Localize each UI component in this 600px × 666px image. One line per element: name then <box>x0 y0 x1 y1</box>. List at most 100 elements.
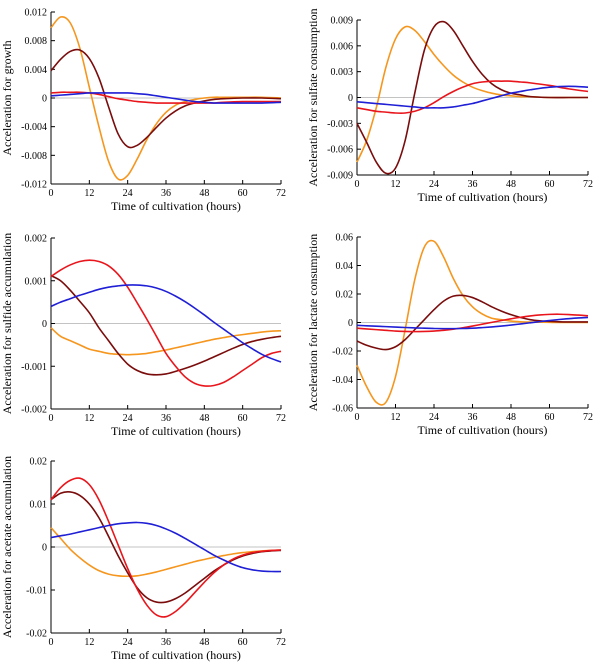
x-tick-label: 0 <box>355 179 360 190</box>
y-tick-label: -0.01 <box>26 586 47 597</box>
y-tick-label: -0.012 <box>21 180 47 191</box>
x-tick-label: 36 <box>468 412 478 423</box>
y-tick-label: -0.003 <box>327 119 353 130</box>
chart-sulfide: 0 12 24 36 48 60 72 -0.002 -0.001 0 0.001 0.002 Time… <box>0 233 286 438</box>
y-tick-label: -0.02 <box>332 347 353 358</box>
y-tick-label: -0.006 <box>327 145 353 156</box>
y-tick-label: -0.002 <box>21 405 47 416</box>
x-tick-label: 48 <box>506 179 516 190</box>
y-tick-label: 0 <box>42 319 47 330</box>
x-tick-label: 72 <box>276 188 286 199</box>
y-tick-label: 0.02 <box>30 457 48 468</box>
series-line-darkred <box>50 491 282 604</box>
chart-acetate: 0 12 24 36 48 60 72 -0.02 -0.01 0 0.01 0.02 Time of … <box>0 456 286 662</box>
series-line-blue <box>50 92 282 104</box>
chart-lactate: 0 12 24 36 48 60 72 -0.06 -0.04 -0.02 0 0.02 0.04 0.0… <box>306 233 593 438</box>
y-tick-label: 0.003 <box>331 67 354 78</box>
series-line-darkred <box>50 48 282 149</box>
series-line-blue <box>50 521 282 573</box>
x-tick-label: 60 <box>238 637 248 648</box>
series-line-blue <box>50 284 282 363</box>
y-tick-label: -0.001 <box>21 362 47 373</box>
y-tick-label: 0.006 <box>331 41 354 52</box>
y-tick-label: -0.06 <box>332 404 353 415</box>
y-tick-label: 0.02 <box>336 290 354 301</box>
series-line-darkred <box>356 294 588 351</box>
y-tick-label: 0.01 <box>30 500 48 511</box>
y-tick-label: 0.06 <box>336 233 354 244</box>
x-tick-label: 24 <box>123 637 133 648</box>
y-tick-label: 0.04 <box>336 261 354 272</box>
series-line-darkred <box>50 274 282 376</box>
x-tick-label: 36 <box>161 188 171 199</box>
x-tick-label: 24 <box>123 188 133 199</box>
x-tick-label: 72 <box>583 412 593 423</box>
x-tick-label: 48 <box>199 188 209 199</box>
y-tick-label: 0.008 <box>25 36 48 47</box>
x-axis-title: Time of cultivation (hours) <box>111 648 241 662</box>
x-tick-label: 24 <box>123 413 133 424</box>
y-tick-label: 0.002 <box>25 234 48 245</box>
x-tick-label: 36 <box>161 637 171 648</box>
x-tick-label: 48 <box>199 637 209 648</box>
x-tick-label: 0 <box>355 412 360 423</box>
x-tick-label: 24 <box>429 179 439 190</box>
x-tick-label: 60 <box>238 413 248 424</box>
y-tick-label: -0.009 <box>327 171 353 182</box>
series-line-darkred <box>356 20 588 175</box>
y-tick-label: 0 <box>348 93 353 104</box>
x-tick-label: 48 <box>506 412 516 423</box>
x-axis-title: Time of cultivation (hours) <box>111 424 241 438</box>
x-tick-label: 24 <box>429 412 439 423</box>
x-tick-label: 60 <box>545 179 555 190</box>
series-line-orange <box>50 327 282 356</box>
y-tick-label: -0.02 <box>26 629 47 640</box>
y-tick-label: 0.004 <box>25 65 48 76</box>
series-line-red <box>50 259 282 387</box>
y-axis-title: Acceleration for sulfate consumption <box>306 8 320 186</box>
y-tick-label: -0.04 <box>332 375 353 386</box>
y-tick-label: 0 <box>348 318 353 329</box>
series-line-orange <box>356 239 588 406</box>
y-tick-label: 0.001 <box>25 276 48 287</box>
x-tick-label: 72 <box>276 637 286 648</box>
y-tick-label: 0 <box>42 94 47 105</box>
x-tick-label: 36 <box>468 179 478 190</box>
x-axis-title: Time of cultivation (hours) <box>111 199 241 213</box>
x-tick-label: 60 <box>545 412 555 423</box>
y-axis-title: Acceleration for acetate accumulation <box>0 456 14 638</box>
y-tick-label: 0 <box>42 543 47 554</box>
x-tick-label: 72 <box>583 179 593 190</box>
chart-sulfate: 0 12 24 36 48 60 72 -0.009 -0.006 -0.003 0 0.003 0.0… <box>306 8 593 204</box>
x-tick-label: 72 <box>276 413 286 424</box>
y-tick-label: 0.009 <box>331 16 354 27</box>
y-tick-label: -0.004 <box>21 122 47 133</box>
series-line-blue <box>356 85 589 109</box>
x-tick-label: 0 <box>49 413 54 424</box>
x-tick-label: 12 <box>391 179 401 190</box>
chart-growth: 0 12 24 36 48 60 72 -0.012 -0.008 -0.004 0 0.004 0.0… <box>0 8 286 214</box>
series-line-orange <box>50 16 282 181</box>
x-tick-label: 48 <box>199 413 209 424</box>
series-line-orange <box>50 527 282 578</box>
series-line-red <box>356 313 589 333</box>
y-tick-label: -0.008 <box>21 151 47 162</box>
y-axis-title: Acceleration for sulfide accumulation <box>0 233 14 415</box>
series-line-red <box>50 477 282 618</box>
x-tick-label: 12 <box>84 413 94 424</box>
x-tick-label: 36 <box>161 413 171 424</box>
y-tick-label: 0.012 <box>25 8 48 19</box>
x-tick-label: 0 <box>49 188 54 199</box>
series-line-red <box>356 80 589 114</box>
x-tick-label: 12 <box>84 637 94 648</box>
x-tick-label: 0 <box>49 637 54 648</box>
x-tick-label: 12 <box>391 412 401 423</box>
y-axis-title: Acceleration for lactate consumption <box>306 234 320 412</box>
y-axis-title: Acceleration for growth <box>0 40 14 155</box>
series-line-orange <box>356 25 588 163</box>
x-tick-label: 60 <box>238 188 248 199</box>
series-line-blue <box>356 316 589 330</box>
x-axis-title: Time of cultivation (hours) <box>418 190 548 204</box>
x-axis-title: Time of cultivation (hours) <box>418 423 548 437</box>
